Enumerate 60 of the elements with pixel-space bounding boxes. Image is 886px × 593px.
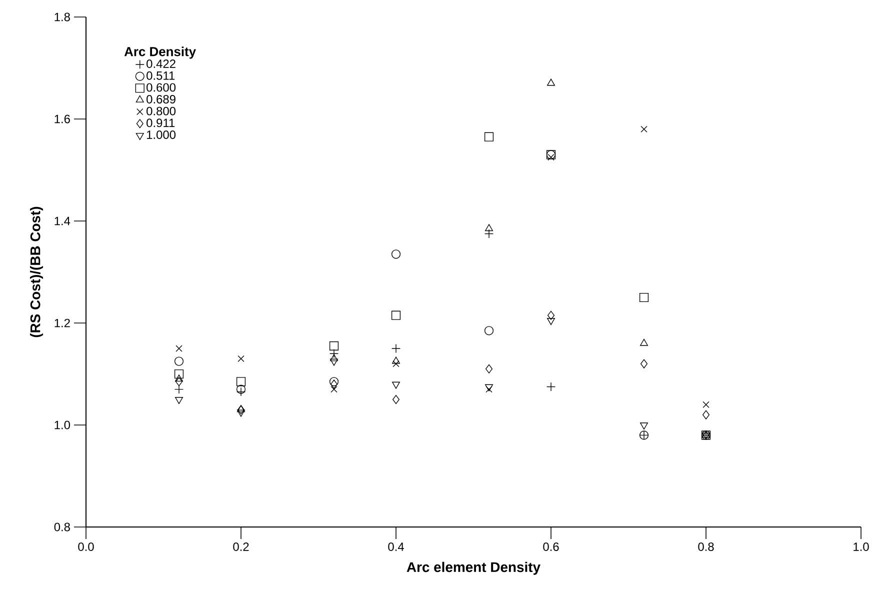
point [391, 250, 401, 259]
point [330, 386, 338, 393]
x-tick-label: 0.2 [233, 542, 249, 551]
point [174, 356, 184, 366]
point [237, 405, 245, 412]
point [702, 410, 710, 420]
point [640, 359, 648, 368]
y-tick-label: 1.6 [54, 114, 70, 124]
y-tick-label: 1.4 [54, 216, 70, 226]
legend-label: 0.511 [146, 71, 175, 80]
point [547, 78, 555, 86]
point [547, 318, 555, 325]
x-tick-label: 0.6 [543, 542, 559, 551]
point [238, 405, 244, 414]
point [485, 224, 493, 232]
point [392, 356, 400, 364]
x-tick-label: 0.0 [78, 542, 94, 551]
y-tick-label: 1.0 [54, 420, 70, 430]
point [330, 380, 338, 389]
point [702, 401, 710, 408]
legend-label: 0.600 [146, 83, 176, 92]
point [175, 397, 183, 404]
legend-label: 0.689 [146, 95, 176, 104]
point [330, 358, 338, 366]
legend-label: 0.800 [146, 106, 176, 116]
point [238, 355, 244, 362]
point [484, 132, 494, 142]
y-tick-label: 0.8 [54, 522, 70, 532]
point [330, 354, 338, 362]
point [486, 364, 493, 374]
point [548, 154, 554, 161]
y-tick-label: 1.2 [54, 318, 70, 328]
legend-label: 0.422 [146, 60, 176, 68]
x-axis-title: Arc element Density [406, 562, 540, 575]
point [329, 377, 339, 386]
point [392, 360, 400, 368]
point [392, 394, 400, 404]
point [548, 310, 555, 320]
point [174, 369, 184, 379]
legend-title: Arc Density [124, 46, 196, 59]
point [640, 422, 648, 430]
x-tick-label: 0.4 [388, 542, 404, 551]
point [484, 326, 494, 336]
point [176, 345, 182, 352]
point [176, 377, 182, 386]
x-tick-label: 1.0 [854, 542, 869, 551]
point [237, 410, 245, 417]
point [236, 384, 246, 394]
legend-label: 1.000 [146, 130, 176, 139]
y-axis-title: (RS Cost)/(BB Cost) [30, 206, 44, 338]
point [639, 292, 649, 302]
point [392, 382, 400, 389]
point [329, 341, 339, 350]
point [640, 126, 648, 133]
y-tick-label: 1.8 [54, 12, 70, 22]
point [236, 377, 246, 386]
legend-label: 0.911 [146, 118, 175, 128]
point [640, 338, 648, 346]
point [391, 310, 401, 320]
x-tick-label: 0.8 [698, 542, 714, 551]
